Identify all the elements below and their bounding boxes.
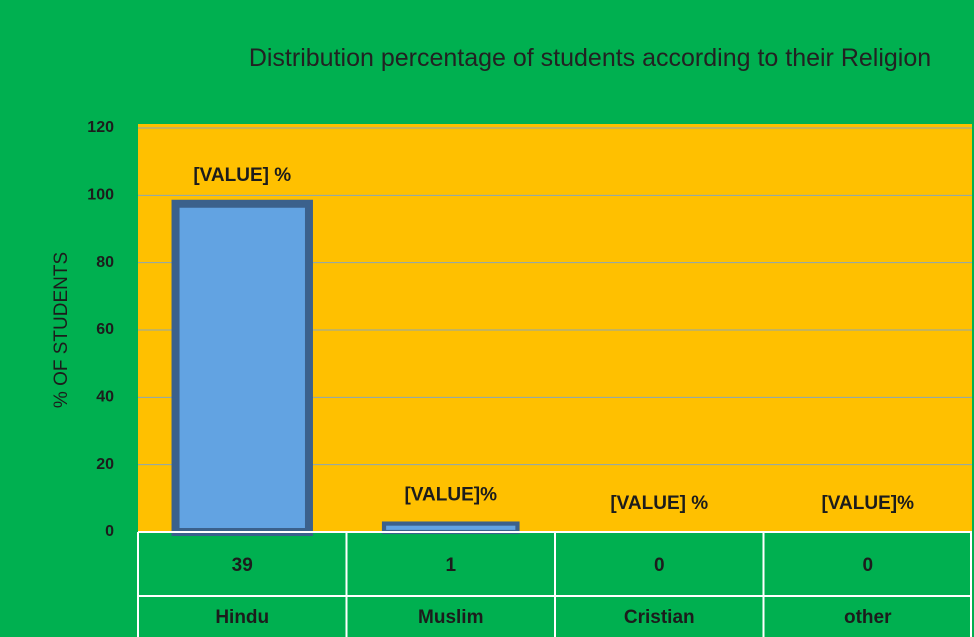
x-tick-label: Muslim (418, 607, 483, 628)
bar (171, 199, 313, 536)
data-label: [VALUE]% (821, 493, 914, 514)
table-value: 39 (232, 555, 253, 576)
y-axis-label: % OF STUDENTS (51, 252, 72, 408)
x-tick-label: Hindu (215, 607, 269, 628)
table-value: 0 (862, 555, 873, 576)
y-tick-label: 100 (87, 187, 114, 204)
bar (381, 521, 520, 535)
x-tick-label: other (844, 607, 892, 628)
x-tick-label: Cristian (624, 607, 695, 628)
y-tick-label: 40 (96, 389, 114, 406)
bar-body (171, 199, 313, 536)
y-tick-label: 20 (96, 456, 114, 473)
y-tick-label: 80 (96, 254, 114, 271)
y-tick-label: 60 (96, 321, 114, 338)
table-value: 1 (445, 555, 456, 576)
data-label: [VALUE] % (193, 165, 291, 186)
y-tick-label: 0 (105, 523, 114, 540)
table-value: 0 (654, 555, 665, 576)
y-tick-label: 120 (87, 119, 114, 136)
chart-title: Distribution percentage of students acco… (248, 44, 932, 72)
data-label: [VALUE]% (404, 485, 497, 506)
data-label: [VALUE] % (610, 493, 708, 514)
bar-body (381, 521, 520, 535)
